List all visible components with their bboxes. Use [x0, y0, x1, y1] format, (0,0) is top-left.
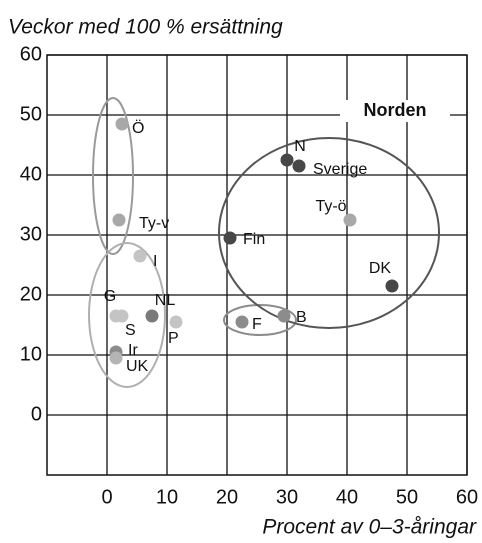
y-tick-label: 50 — [20, 103, 42, 125]
point — [280, 153, 294, 167]
point-label: Sverige — [313, 161, 367, 178]
y-tick-label: 30 — [20, 223, 42, 245]
point — [169, 315, 183, 329]
x-tick-label: 50 — [396, 486, 418, 508]
point — [292, 159, 306, 173]
annotation: Norden — [364, 100, 427, 120]
point — [235, 315, 249, 329]
y-tick-label: 40 — [20, 163, 42, 185]
point-label: DK — [369, 260, 392, 277]
group-ellipse — [92, 97, 134, 255]
point-label: NL — [155, 292, 176, 309]
point-label: F — [252, 316, 262, 333]
y-tick-label: 10 — [20, 343, 42, 365]
point-label: B — [296, 309, 307, 326]
x-axis-label: Procent av 0–3-åringar — [262, 516, 477, 539]
point — [343, 213, 357, 227]
x-tick-label: 10 — [156, 486, 178, 508]
chart-title: Veckor med 100 % ersättning — [8, 16, 283, 39]
point — [385, 279, 399, 293]
x-tick-label: 30 — [276, 486, 298, 508]
y-tick-label: 60 — [20, 43, 42, 65]
x-tick-label: 20 — [216, 486, 238, 508]
point — [109, 351, 123, 365]
point-label: N — [294, 138, 306, 155]
point — [115, 309, 129, 323]
y-tick-label: 0 — [31, 403, 42, 425]
point-label: Ty-ö — [315, 198, 346, 215]
point-label: S — [125, 322, 136, 339]
point-label: Ö — [132, 119, 144, 137]
point-label: Ir — [128, 342, 138, 359]
point-label: G — [104, 288, 116, 305]
point-label: Ty-v — [139, 215, 169, 232]
x-tick-label: 60 — [456, 486, 478, 508]
point-label: P — [168, 330, 179, 347]
group-ellipse — [223, 304, 297, 336]
x-tick-label: 40 — [336, 486, 358, 508]
point-label: Fin — [243, 231, 265, 248]
point — [223, 231, 237, 245]
point-label: I — [153, 253, 157, 270]
point — [133, 249, 147, 263]
point — [115, 117, 129, 131]
grid: 0 10 20 30 40 50 60 0 10 20 30 40 50 60 — [20, 43, 478, 508]
y-tick-label: 20 — [20, 283, 42, 305]
point — [277, 309, 291, 323]
x-tick-label: 0 — [101, 486, 112, 508]
group-ellipse — [218, 137, 440, 329]
point-label: UK — [126, 358, 149, 375]
group-ellipse — [88, 242, 166, 388]
annotation-bg — [340, 100, 450, 122]
point — [112, 213, 126, 227]
point — [145, 309, 159, 323]
